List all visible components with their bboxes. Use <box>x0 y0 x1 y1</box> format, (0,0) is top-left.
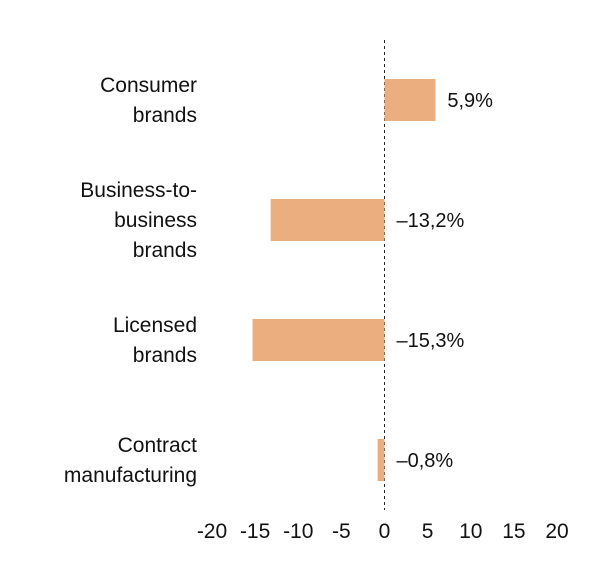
data-label-1: –13,2% <box>397 210 465 232</box>
x-tick-label-5: 5 <box>422 520 434 543</box>
category-label-2: Licensed brands <box>113 314 197 367</box>
data-label-2: –15,3% <box>397 330 465 352</box>
bar-1 <box>270 199 385 241</box>
data-label-0: 5,9% <box>447 90 493 112</box>
x-tick-label-8: 20 <box>545 520 568 543</box>
category-label-0: Consumer brands <box>100 74 197 127</box>
x-tick-label-4: 0 <box>379 520 391 543</box>
bar-2 <box>252 319 385 361</box>
data-label-3: –0,8% <box>397 450 454 472</box>
x-tick-label-6: 10 <box>459 520 482 543</box>
x-tick-label-2: -10 <box>283 520 313 543</box>
x-tick-label-3: -5 <box>332 520 351 543</box>
x-tick-label-7: 15 <box>502 520 525 543</box>
x-tick-label-0: -20 <box>197 520 227 543</box>
bar-3 <box>377 439 385 481</box>
bar-0 <box>384 79 436 121</box>
x-tick-label-1: -15 <box>240 520 270 543</box>
category-label-3: Contract manufacturing <box>64 434 197 487</box>
category-label-1: Business-to-business brands <box>80 179 197 262</box>
